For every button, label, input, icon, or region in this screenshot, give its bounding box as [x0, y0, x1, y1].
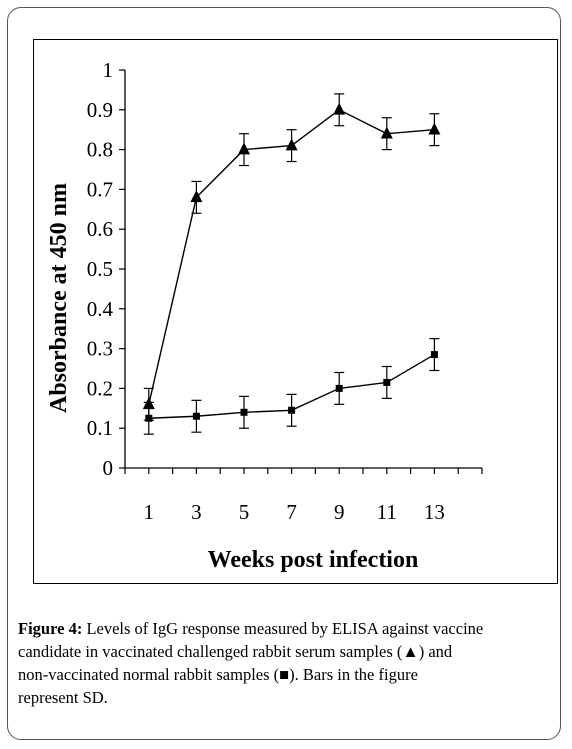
y-tick-label: 0: [103, 456, 114, 480]
data-point-triangle: [428, 122, 441, 135]
caption-line-1: Levels of IgG response measured by ELISA…: [86, 619, 484, 638]
y-tick-label: 0.8: [87, 138, 113, 162]
y-tick-label: 0.4: [87, 297, 114, 321]
data-point-square: [240, 408, 248, 416]
caption-line-2a: candidate in vaccinated challenged rabbi…: [18, 642, 393, 661]
data-point-square: [192, 412, 200, 420]
axes: 00.10.20.30.40.50.60.70.80.911 3 5 7 9 11 13: [87, 58, 483, 524]
y-tick-label: 0.7: [87, 177, 113, 201]
figure-frame: [7, 7, 561, 740]
x-tick-label: 11: [377, 500, 397, 524]
x-tick-label: 1: [144, 500, 155, 524]
caption-line-3a: non-vaccinated normal rabbit samples: [18, 665, 270, 684]
y-tick-label: 0.6: [87, 217, 113, 241]
x-tick-label: 5: [239, 500, 250, 524]
x-tick-label: 3: [191, 500, 202, 524]
caption-marker-triangle: (▲): [396, 642, 425, 661]
data-point-square: [430, 351, 438, 359]
caption-line-3b: Bars in the figure: [302, 665, 418, 684]
data-point-triangle: [333, 102, 346, 115]
data-point-triangle: [190, 190, 203, 203]
y-tick-label: 1: [103, 58, 114, 82]
data-point-triangle: [238, 142, 250, 155]
data-point-square: [288, 406, 296, 414]
x-tick-label: 7: [286, 500, 297, 524]
data-point-square: [383, 378, 391, 386]
caption-label: Figure 4:: [18, 619, 83, 638]
series-layer: [142, 93, 441, 435]
plot-box: [33, 39, 558, 584]
caption-marker-square: (■).: [273, 665, 299, 684]
y-tick-label: 0.1: [87, 416, 113, 440]
line-chart: 00.10.20.30.40.50.60.70.80.911 3 5 7 9 11 13 W…: [46, 58, 483, 573]
x-axis-title: Weeks post infection: [208, 547, 419, 573]
caption-line-4: represent SD.: [18, 688, 108, 707]
y-tick-label: 0.9: [87, 98, 113, 122]
data-point-square: [145, 414, 153, 422]
caption-line-2b: and: [428, 642, 453, 661]
data-point-triangle: [285, 138, 298, 151]
y-axis-title: Absorbance at 450 nm: [46, 183, 72, 413]
x-tick-label: 13: [424, 500, 445, 524]
y-tick-label: 0.5: [87, 257, 113, 281]
y-tick-label: 0.2: [87, 376, 113, 400]
y-tick-label: 0.3: [87, 337, 113, 361]
data-point-square: [335, 384, 343, 392]
data-point-triangle: [380, 126, 393, 139]
figure-caption: Figure 4: Levels of IgG response measure…: [18, 617, 553, 709]
x-tick-label: 9: [334, 500, 345, 524]
